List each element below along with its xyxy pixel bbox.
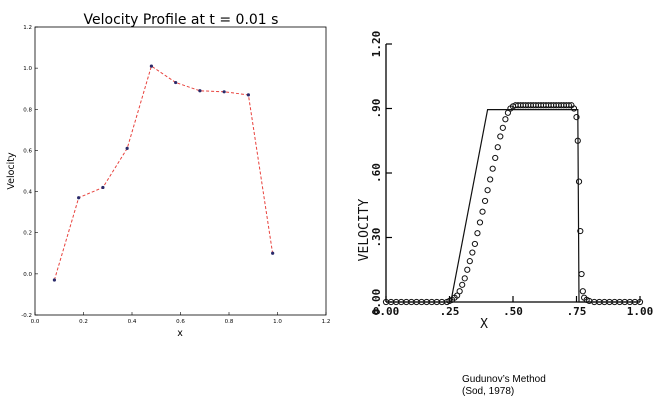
x-tick-label: .25 [440,305,460,318]
y-tick-label: .90 [370,99,383,119]
y-tick-label: 1.2 [23,25,32,31]
y-tick-label: .60 [370,163,383,183]
data-point [574,137,581,144]
data-point [222,90,226,94]
data-point [246,93,250,97]
data-point [456,288,463,295]
data-point [198,89,202,93]
x-tick-label: 0.00 [373,305,400,318]
data-point [575,178,583,185]
data-point [499,124,506,131]
x-tick-label: 0.4 [128,319,137,325]
data-point [466,258,473,265]
y-tick-label: 0.2 [23,231,32,237]
y-tick-label: 0.00 [370,289,383,316]
data-series [382,102,644,306]
data-point [565,102,572,109]
data-point [52,278,57,282]
x-tick-label: .75 [567,305,587,318]
data-series [52,64,275,282]
velocity-line [53,65,274,281]
data-point [271,251,275,255]
y-axis-label: Velocity [6,152,17,190]
data-point [459,281,466,288]
data-point [77,196,81,200]
y-tick-label: -0.2 [21,313,32,319]
chart-title: Velocity Profile at t = 0.01 s [84,12,279,28]
figure-caption: Gudunov’s Method (Sod, 1978) [462,374,546,398]
y-tick-label: 0.6 [23,148,32,154]
y-tick-label: 0.8 [23,107,32,113]
data-point [484,187,491,194]
axis-ticks: 0.0 0.2 0.4 0.6 0.8 1.0 1.2-0.20.00.20.40.60.8… [21,25,330,325]
x-tick-label: 0.2 [79,319,88,325]
y-axis-label: VELOCITY [357,199,372,262]
data-point [573,114,580,121]
caption-citation: (Sod, 1978) [462,386,515,397]
x-tick-label: 1.00 [627,305,654,318]
x-axis-label: X [480,317,488,332]
data-point [469,249,476,256]
x-tick-label: 0.8 [225,319,234,325]
data-point [636,298,644,306]
y-tick-label: .30 [370,228,383,248]
data-point [487,176,494,183]
x-tick-label: 0.0 [31,319,40,325]
y-tick-label: 1.20 [370,31,383,58]
right-chart: 0.00 .25 .50 .75 1.00 0.00 .30 .60 .90 1.20 X VEL… [357,31,653,332]
y-tick-label: 0.0 [23,272,32,278]
x-tick-label: 1.0 [273,319,282,325]
caption-method: Gudunov’s Method [462,374,546,385]
data-point [471,240,478,248]
data-point [149,64,153,68]
data-point [578,270,585,278]
data-point [494,144,501,151]
data-point [579,288,586,295]
data-point [570,105,578,112]
data-point [461,275,468,282]
data-point [492,154,499,162]
x-tick-label: .50 [503,305,523,318]
data-point [489,165,496,172]
data-point [476,219,484,226]
data-point [481,197,489,205]
data-point [125,146,129,150]
data-point [497,133,504,140]
y-tick-label: 1.0 [23,66,32,72]
data-point [174,80,178,85]
axis-ticks: 0.00 .25 .50 .75 1.00 0.00 .30 .60 .90 1.20 [370,31,653,318]
x-axis-label: x [177,328,183,339]
data-point [101,185,105,190]
data-point [474,230,481,237]
exact-solution-line [386,108,640,303]
y-tick-label: 0.4 [23,190,32,196]
left-chart: Velocity Profile at t = 0.01 s 0.0 0.2 0.4… [6,12,330,339]
plot-frame [34,26,327,316]
x-tick-label: 0.6 [176,319,185,325]
data-point [502,116,509,123]
data-point [464,266,471,273]
data-point [479,208,486,215]
data-point [577,227,584,235]
x-tick-label: 1.2 [322,319,331,325]
